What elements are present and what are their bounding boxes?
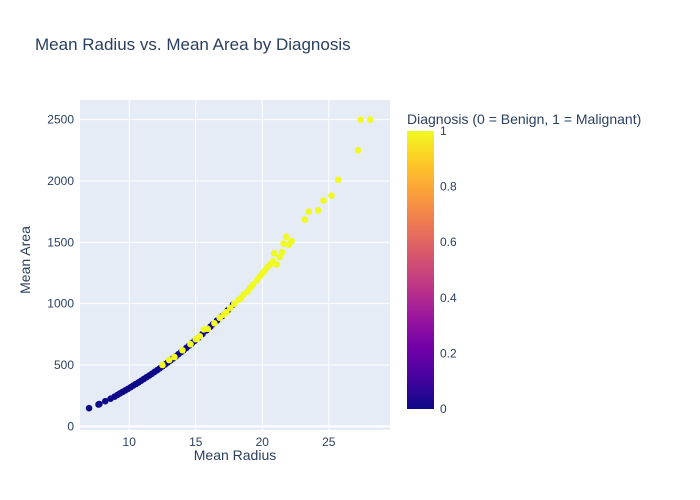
x-tick-label: 25 [322,435,336,449]
y-tick-label: 1000 [47,297,74,311]
data-point [288,237,295,245]
data-point [276,253,283,261]
data-point [227,304,234,312]
data-point [187,340,194,348]
colorbar-tick-label: 0.6 [440,235,457,249]
x-tick-label: 10 [123,435,137,449]
plot-background [80,100,390,430]
data-point [249,281,257,288]
y-tick-label: 2500 [47,113,74,127]
data-point [320,197,327,204]
data-point [165,356,173,364]
data-point [204,325,212,333]
data-point [96,400,103,408]
x-axis-title: Mean Radius [194,447,277,463]
data-point [314,207,322,214]
data-point [282,233,290,241]
data-point [328,192,335,199]
data-point [354,146,362,154]
data-point [305,208,313,215]
data-point [366,116,374,123]
y-tick-label: 500 [54,358,74,372]
y-tick-label: 0 [67,419,74,433]
data-point [270,250,278,257]
colorbar-title: Diagnosis (0 = Benign, 1 = Malignant) [407,111,641,127]
data-point [357,116,365,123]
data-point [101,397,109,405]
x-tick-label: 20 [256,435,270,449]
data-point [301,216,309,223]
data-point [223,308,230,316]
data-point [171,353,178,361]
colorbar-tick-label: 0 [440,402,447,416]
chart-title: Mean Radius vs. Mean Area by Diagnosis [35,35,351,54]
data-point [179,346,186,354]
data-point [334,176,342,184]
y-axis-title: Mean Area [17,226,33,294]
data-point [211,319,218,327]
data-point [273,261,281,268]
data-point [85,404,93,412]
colorbar-tick-label: 0.4 [440,291,457,305]
y-tick-label: 1500 [47,235,74,249]
colorbar [407,131,434,409]
colorbar-tick-label: 0.8 [440,180,457,194]
colorbar-tick-label: 1 [440,124,447,138]
data-point [278,248,286,256]
x-tick-label: 15 [189,435,203,449]
data-point [196,332,204,340]
colorbar-tick-label: 0.2 [440,346,457,360]
data-point [280,240,287,247]
data-point [159,361,166,369]
y-tick-label: 2000 [47,174,74,188]
